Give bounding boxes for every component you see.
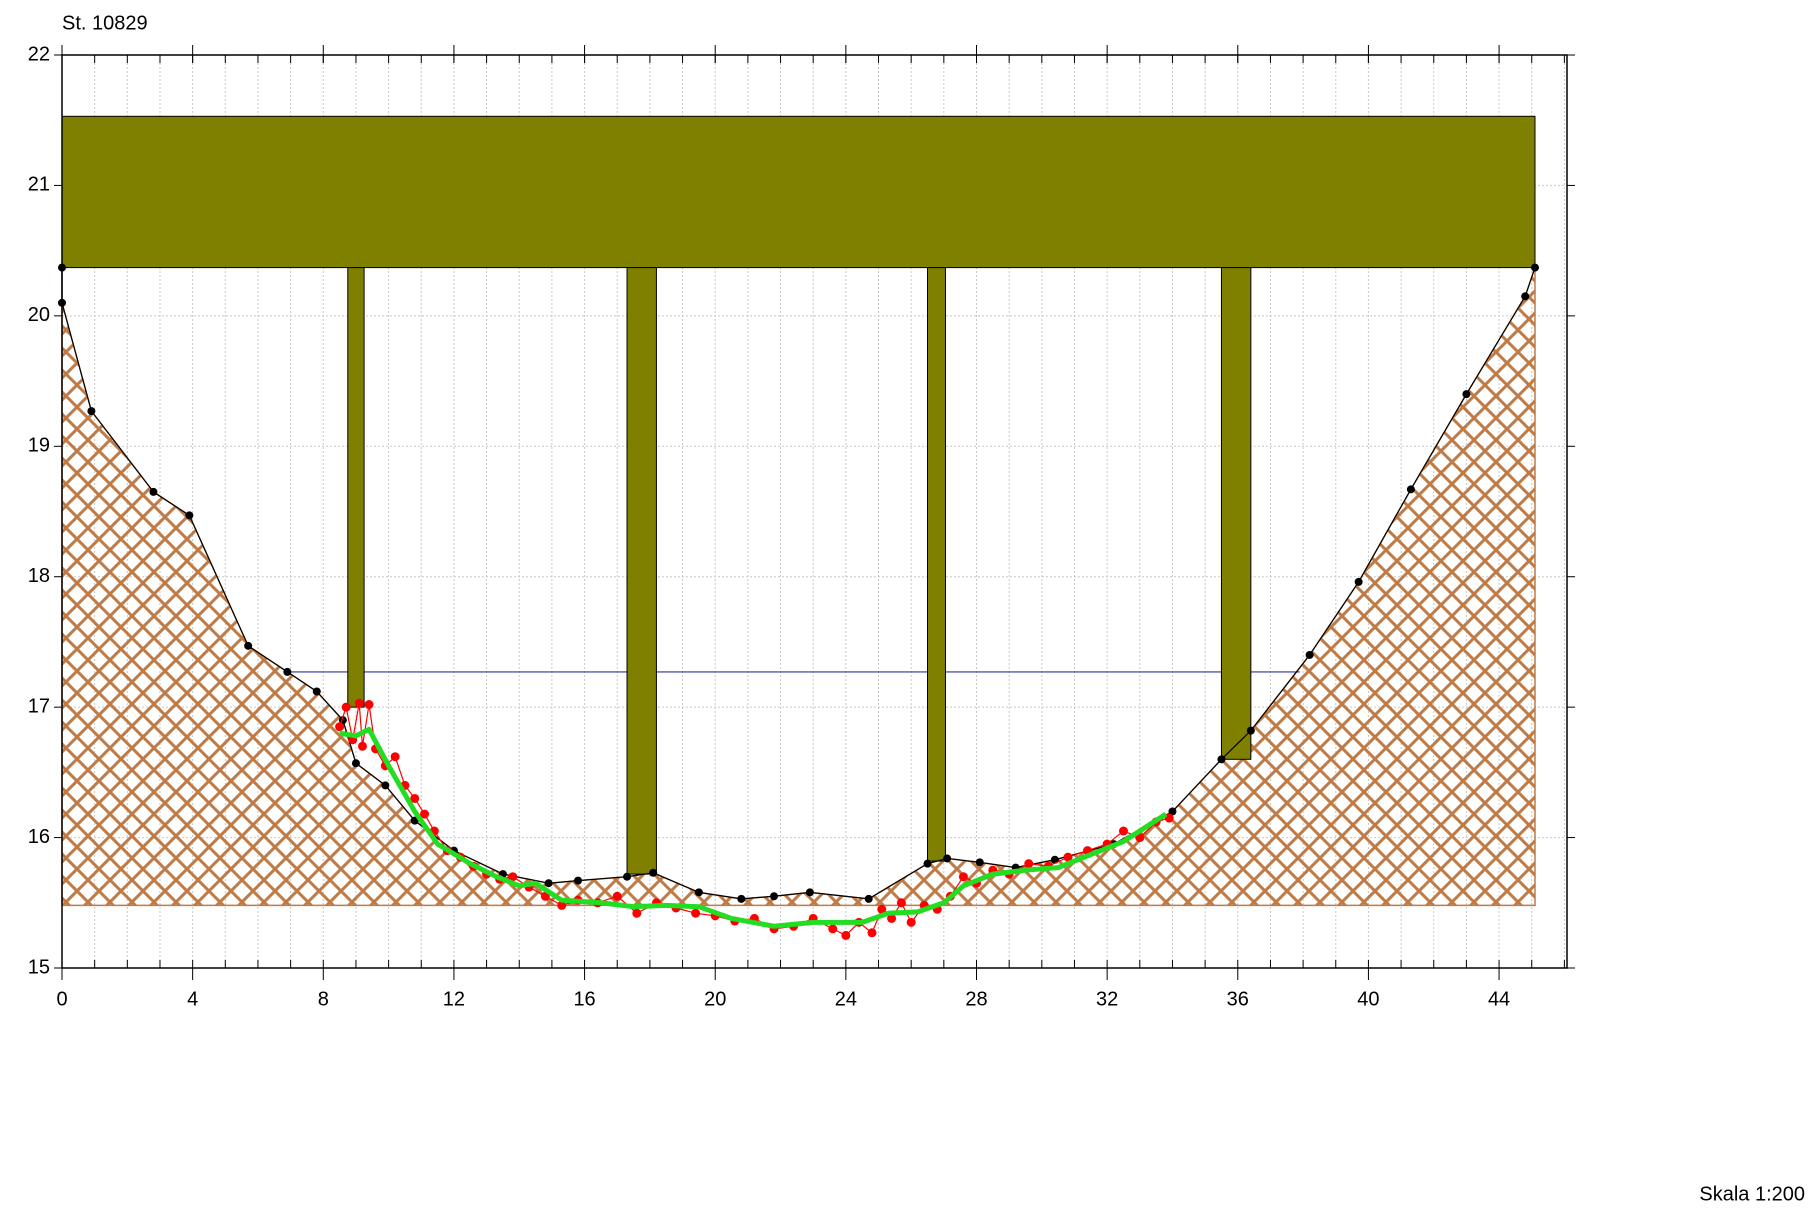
x-tick-label: 44: [1488, 988, 1510, 1010]
data-point: [1024, 859, 1034, 869]
data-point: [737, 894, 746, 903]
data-point: [312, 687, 321, 696]
data-point: [906, 917, 916, 927]
data-point: [1246, 726, 1255, 735]
data-point: [557, 900, 567, 910]
x-tick-label: 20: [704, 988, 726, 1010]
x-tick-label: 8: [318, 988, 329, 1010]
pier: [626, 267, 657, 875]
data-point: [632, 908, 642, 918]
x-tick-label: 24: [835, 988, 857, 1010]
data-point: [354, 698, 364, 708]
data-point: [283, 667, 292, 676]
ground-fill: [61, 267, 1536, 907]
data-point: [1462, 390, 1471, 399]
scale-annotation: Skala 1:200: [1699, 1183, 1805, 1205]
y-tick-label: 16: [28, 826, 50, 848]
data-point: [887, 913, 897, 923]
y-tick-label: 22: [28, 43, 50, 65]
bridge-deck: [61, 115, 1536, 269]
data-point: [691, 908, 701, 918]
data-point: [649, 868, 658, 877]
y-tick-label: 17: [28, 695, 50, 717]
data-point: [357, 741, 367, 751]
data-point: [828, 924, 838, 934]
data-point: [544, 879, 553, 888]
data-point: [770, 892, 779, 901]
y-tick-label: 15: [28, 956, 50, 978]
data-point: [694, 888, 703, 897]
data-point: [1305, 650, 1314, 659]
profile-line: [61, 267, 1536, 900]
data-point: [612, 891, 622, 901]
data-point: [877, 904, 887, 914]
pier: [347, 267, 365, 708]
data-point: [923, 859, 932, 868]
data-point: [508, 872, 518, 882]
y-tick-label: 21: [28, 174, 50, 196]
data-point: [574, 876, 583, 885]
x-tick-label: 28: [965, 988, 987, 1010]
plot-frame: [61, 54, 1568, 969]
data-point: [341, 702, 351, 712]
x-tick-label: 36: [1227, 988, 1249, 1010]
data-point: [381, 781, 390, 790]
data-point: [1530, 263, 1539, 272]
data-point: [943, 854, 952, 863]
data-point: [390, 752, 400, 762]
data-point: [841, 930, 851, 940]
x-tick-label: 12: [443, 988, 465, 1010]
chart-title: St. 10829: [62, 12, 148, 34]
x-tick-label: 40: [1357, 988, 1379, 1010]
profile-line: [339, 726, 1168, 929]
x-tick-label: 4: [187, 988, 198, 1010]
data-point: [1118, 826, 1128, 836]
data-point: [1063, 852, 1073, 862]
data-point: [1168, 807, 1177, 816]
y-tick-label: 18: [28, 565, 50, 587]
data-point: [149, 487, 158, 496]
data-point: [623, 872, 632, 881]
data-point: [975, 858, 984, 867]
data-point: [1354, 577, 1363, 586]
pier: [927, 267, 946, 862]
data-point: [335, 722, 345, 732]
y-tick-label: 19: [28, 435, 50, 457]
y-tick-label: 20: [28, 304, 50, 326]
data-point: [351, 759, 360, 768]
data-point: [410, 793, 420, 803]
data-point: [364, 700, 374, 710]
data-point: [87, 407, 96, 416]
data-point: [896, 898, 906, 908]
data-point: [864, 894, 873, 903]
data-point: [1406, 485, 1415, 494]
data-point: [805, 888, 814, 897]
data-point: [244, 641, 253, 650]
data-point: [958, 872, 968, 882]
x-tick-label: 32: [1096, 988, 1118, 1010]
data-point: [420, 809, 430, 819]
data-point: [185, 511, 194, 520]
x-tick-label: 0: [56, 988, 67, 1010]
data-point: [867, 928, 877, 938]
pier: [1220, 267, 1252, 760]
x-tick-label: 16: [573, 988, 595, 1010]
data-point: [1217, 755, 1226, 764]
data-point: [1521, 292, 1530, 301]
